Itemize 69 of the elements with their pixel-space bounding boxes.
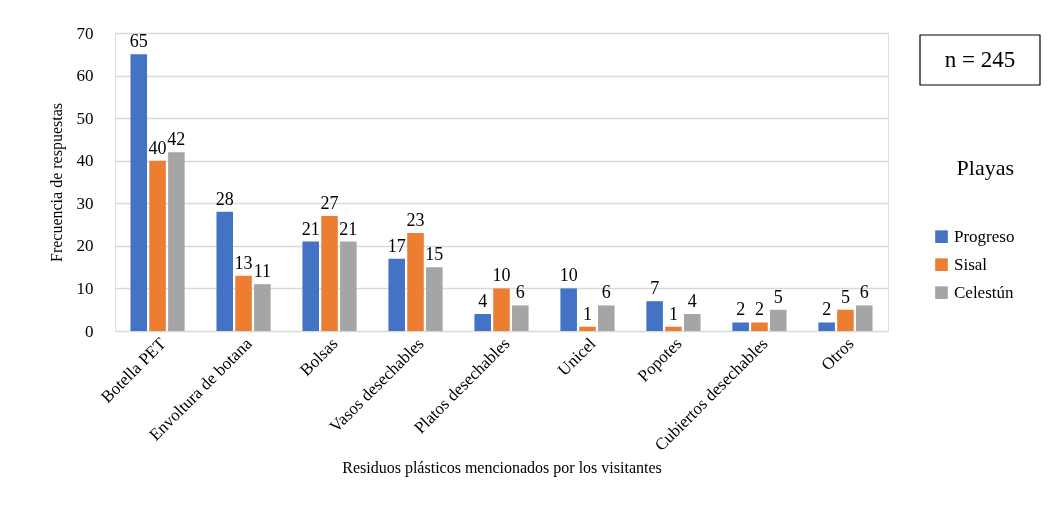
bar	[321, 216, 338, 331]
y-tick-label: 50	[76, 108, 94, 128]
y-tick-label: 0	[85, 321, 94, 341]
bar	[388, 258, 405, 331]
data-label: 42	[167, 129, 186, 150]
legend-label: Sisal	[954, 254, 988, 274]
data-label: 1	[668, 303, 678, 324]
bar	[216, 211, 234, 331]
data-label: 2	[822, 299, 832, 320]
data-label: 21	[339, 218, 358, 239]
data-label: 4	[687, 290, 697, 311]
y-tick-label: 20	[76, 236, 94, 256]
data-label: 27	[320, 193, 339, 214]
bar	[426, 267, 443, 331]
bar	[130, 54, 148, 331]
data-label: 65	[129, 31, 148, 52]
legend-title: Playas	[956, 155, 1014, 181]
bar	[684, 313, 701, 331]
data-label: 15	[425, 244, 444, 265]
bar	[149, 160, 166, 331]
data-label: 21	[301, 218, 320, 239]
bar	[560, 288, 577, 331]
data-label: 2	[754, 299, 764, 320]
x-axis-title: Residuos plásticos mencionados por los visitantes	[342, 458, 662, 477]
data-label: 5	[840, 286, 850, 307]
bar	[340, 241, 357, 331]
legend-label: Celestún	[954, 282, 1014, 302]
data-label: 11	[253, 261, 272, 282]
y-tick-label: 60	[76, 66, 94, 86]
bar	[818, 322, 835, 331]
bar	[474, 313, 491, 331]
data-label: 28	[215, 188, 234, 209]
bar	[302, 241, 319, 331]
bar	[855, 305, 873, 331]
y-tick-label: 30	[76, 193, 94, 213]
text: n = 245	[944, 47, 1016, 72]
bar	[665, 326, 682, 331]
data-label: 5	[773, 286, 783, 307]
data-label: 6	[859, 282, 869, 303]
bar	[751, 322, 768, 331]
bar	[732, 322, 749, 331]
data-label: 23	[406, 210, 425, 231]
data-label: 1	[582, 303, 592, 324]
data-label: 6	[515, 282, 525, 303]
bar	[407, 233, 424, 331]
data-label: 10	[559, 265, 578, 286]
y-tick-label: 40	[76, 151, 94, 171]
bar	[769, 309, 787, 331]
y-tick-label: 10	[76, 278, 94, 298]
data-label: 10	[492, 265, 511, 286]
data-label: 7	[650, 278, 660, 299]
legend-label: Progreso	[954, 226, 1015, 246]
bar	[512, 305, 529, 331]
data-label: 40	[148, 137, 167, 158]
bar	[235, 275, 252, 331]
data-label: 2	[736, 299, 746, 320]
bar	[579, 326, 596, 331]
data-label: 4	[478, 290, 488, 311]
bar	[598, 305, 615, 331]
data-label: 6	[601, 282, 611, 303]
bar	[646, 301, 663, 331]
bar	[168, 152, 185, 331]
bar	[254, 284, 271, 331]
bar	[493, 288, 510, 331]
bar	[837, 309, 854, 331]
data-label: 17	[387, 235, 406, 256]
y-axis-title: Frecuencia de respuestas	[47, 102, 66, 263]
y-tick-label: 70	[76, 23, 94, 43]
data-label: 13	[234, 252, 253, 273]
